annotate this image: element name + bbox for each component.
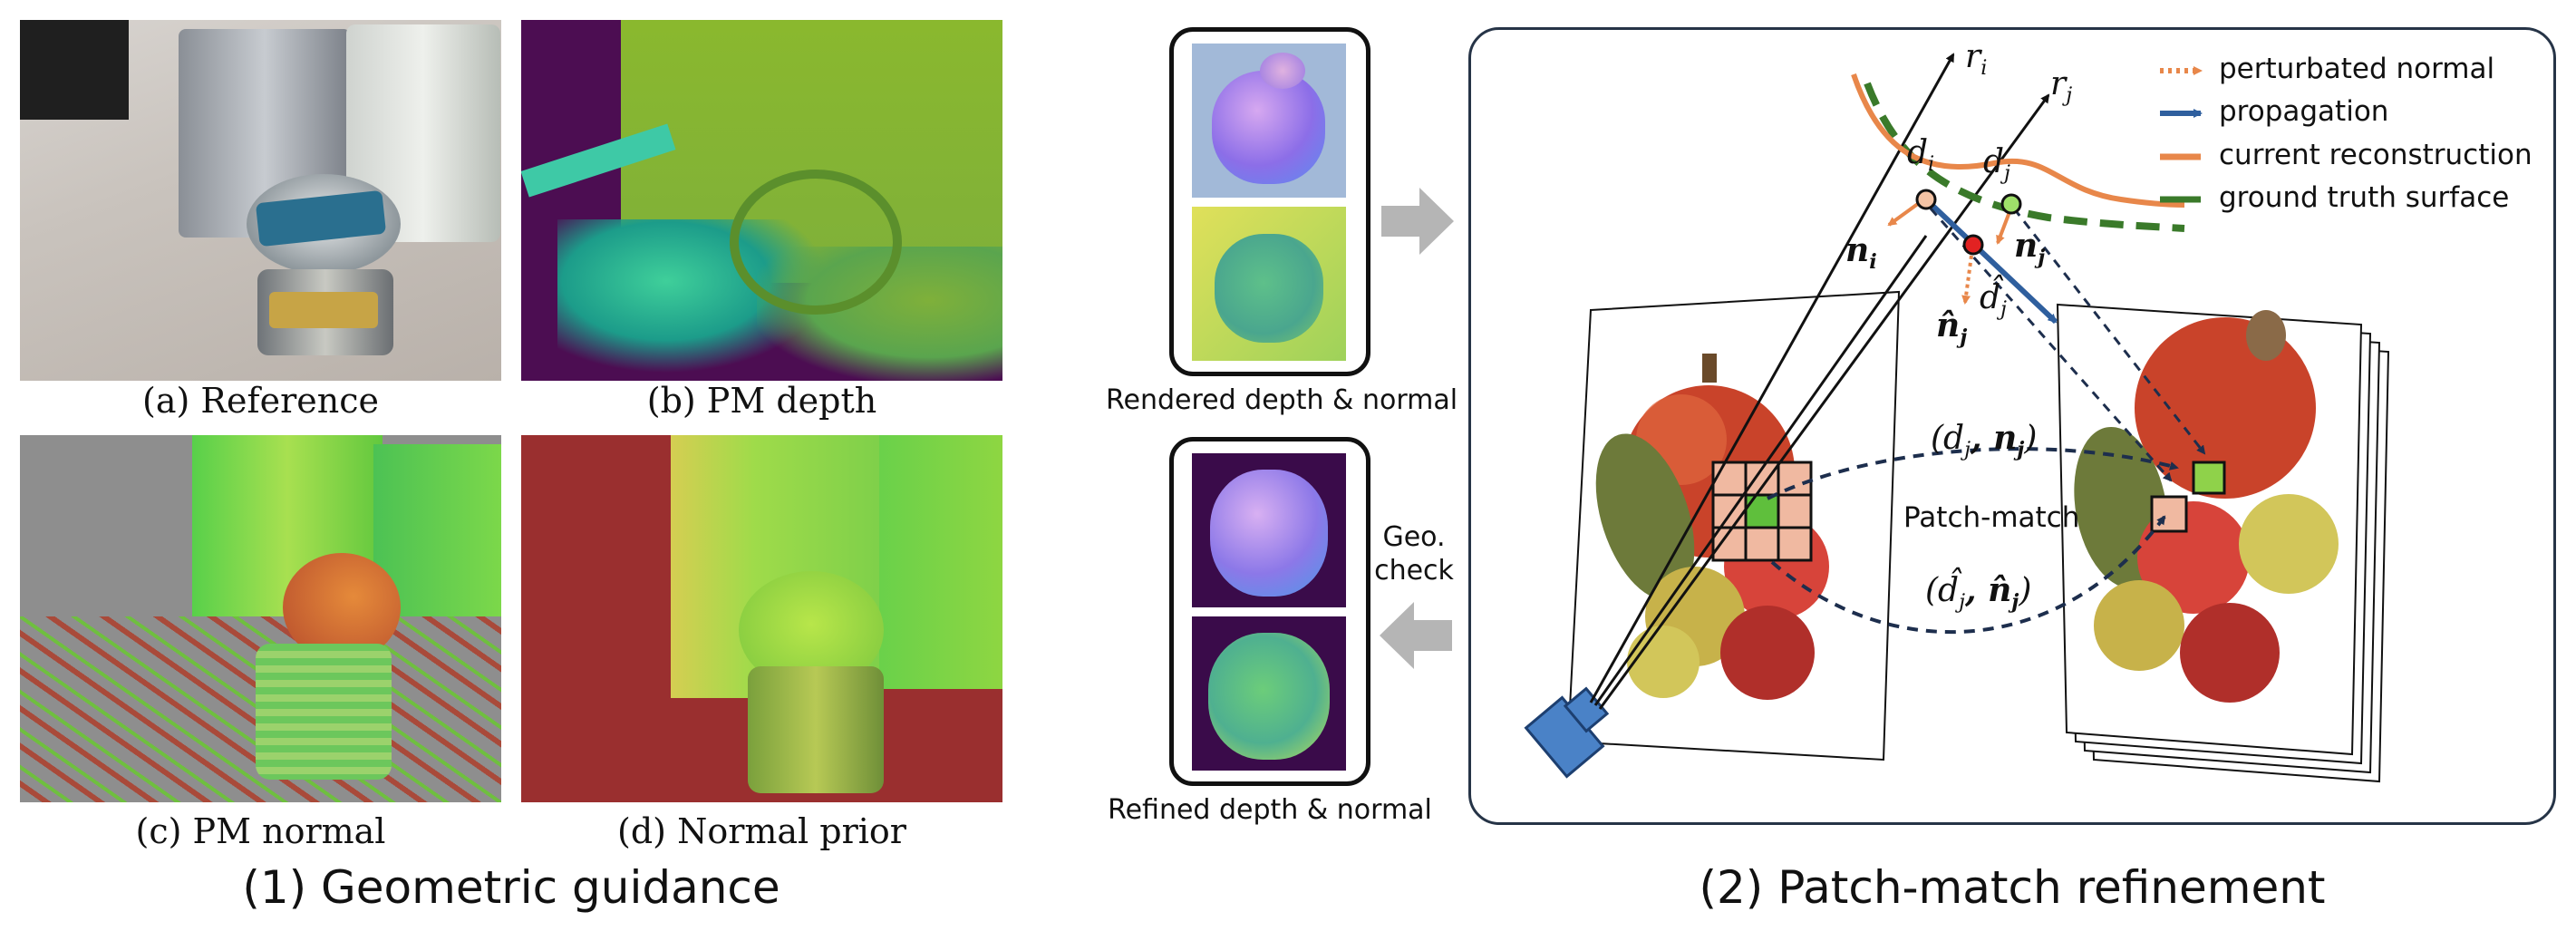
depth-label-di: di — [1907, 134, 1935, 176]
geo-check-line2: check — [1374, 555, 1454, 587]
refined-depth-map — [1192, 616, 1346, 771]
caption-b: (b) PM depth — [646, 381, 877, 421]
normal-label-ni: ni — [1845, 231, 1877, 274]
reference-patch-grid — [1711, 461, 1813, 562]
rendered-caption: Rendered depth & normal — [1106, 384, 1458, 416]
geo-check-line1: Geo. — [1382, 521, 1446, 553]
legend-perturbated-normal: perturbated normal — [2219, 53, 2495, 85]
hypothesis-label-top: (dj, nj) — [1931, 419, 2038, 461]
reference-image — [20, 20, 501, 381]
forward-arrow-icon — [1381, 188, 1454, 255]
legend-swatches — [2160, 66, 2203, 203]
patch-match-diagram — [1524, 53, 2390, 783]
pm-normal-image — [20, 435, 501, 802]
refined-normal-map — [1192, 453, 1346, 607]
depth-label-dj: dj — [1983, 143, 2010, 185]
caption-c: (c) PM normal — [135, 811, 386, 851]
ray-label-ri: ri — [1965, 38, 1988, 80]
normal-label-nj: nj — [2014, 227, 2046, 269]
ray-label-rj: rj — [2050, 65, 2073, 107]
caption-d: (d) Normal prior — [617, 811, 906, 851]
section-title-geometric-guidance: (1) Geometric guidance — [242, 861, 780, 914]
rendered-normal-map — [1192, 44, 1346, 198]
legend-ground-truth-surface: ground truth surface — [2219, 181, 2510, 214]
rendered-depth-map — [1192, 207, 1346, 361]
caption-a: (a) Reference — [142, 381, 379, 421]
patch-match-label: Patch-match — [1903, 501, 2080, 534]
perturbed-depth-label: d̂j — [1980, 279, 2007, 321]
pm-depth-image — [521, 20, 1002, 381]
camera-icon — [1524, 686, 1610, 779]
refined-caption: Refined depth & normal — [1108, 794, 1432, 826]
source-view-planes — [2056, 303, 2390, 783]
legend-propagation: propagation — [2219, 95, 2389, 128]
section-title-patch-match-refinement: (2) Patch-match refinement — [1699, 861, 2326, 914]
backward-arrow-icon — [1380, 602, 1452, 669]
perturbed-normal-label: n̂j — [1936, 306, 1968, 349]
hypothesis-label-bottom: (d̂j, n̂j) — [1925, 571, 2032, 614]
legend-current-reconstruction: current reconstruction — [2219, 139, 2532, 171]
normal-prior-image — [521, 435, 1002, 802]
